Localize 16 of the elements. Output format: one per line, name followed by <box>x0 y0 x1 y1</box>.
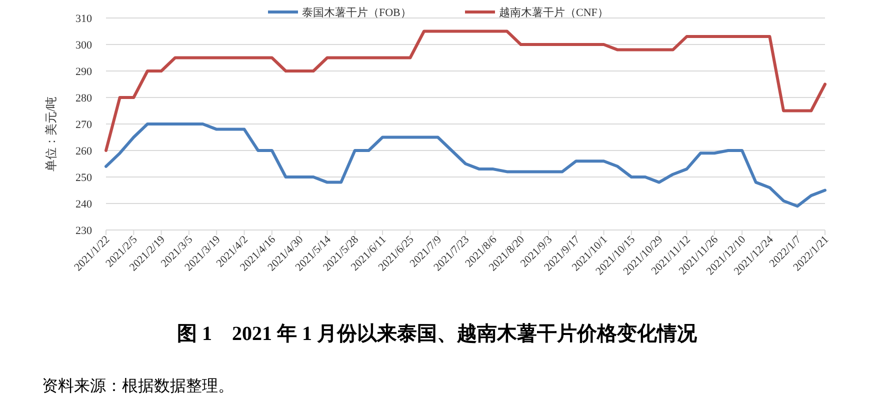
y-tick-label: 310 <box>76 13 92 25</box>
y-tick-label: 270 <box>76 119 92 131</box>
y-axis-title: 单位：美元/吨 <box>44 96 58 172</box>
y-tick-label: 260 <box>76 146 92 158</box>
y-tick-label: 230 <box>76 225 92 237</box>
text: 图 1 2021 年 1 月份以来泰国、越南木薯干片价格变化情况 <box>177 322 698 345</box>
y-tick-label: 280 <box>76 92 92 104</box>
line-series <box>104 122 826 208</box>
y-tick-label: 290 <box>76 66 92 78</box>
legend-label: 越南木薯干片（CNF） <box>499 6 608 19</box>
y-tick-label: 250 <box>76 172 92 184</box>
legend-label: 泰国木薯干片（FOB） <box>302 6 412 19</box>
y-tick-label: 240 <box>76 198 92 210</box>
text: 资料来源：根据数据整理。 <box>42 377 234 395</box>
line-series <box>104 30 826 152</box>
y-tick-label: 300 <box>76 40 92 52</box>
